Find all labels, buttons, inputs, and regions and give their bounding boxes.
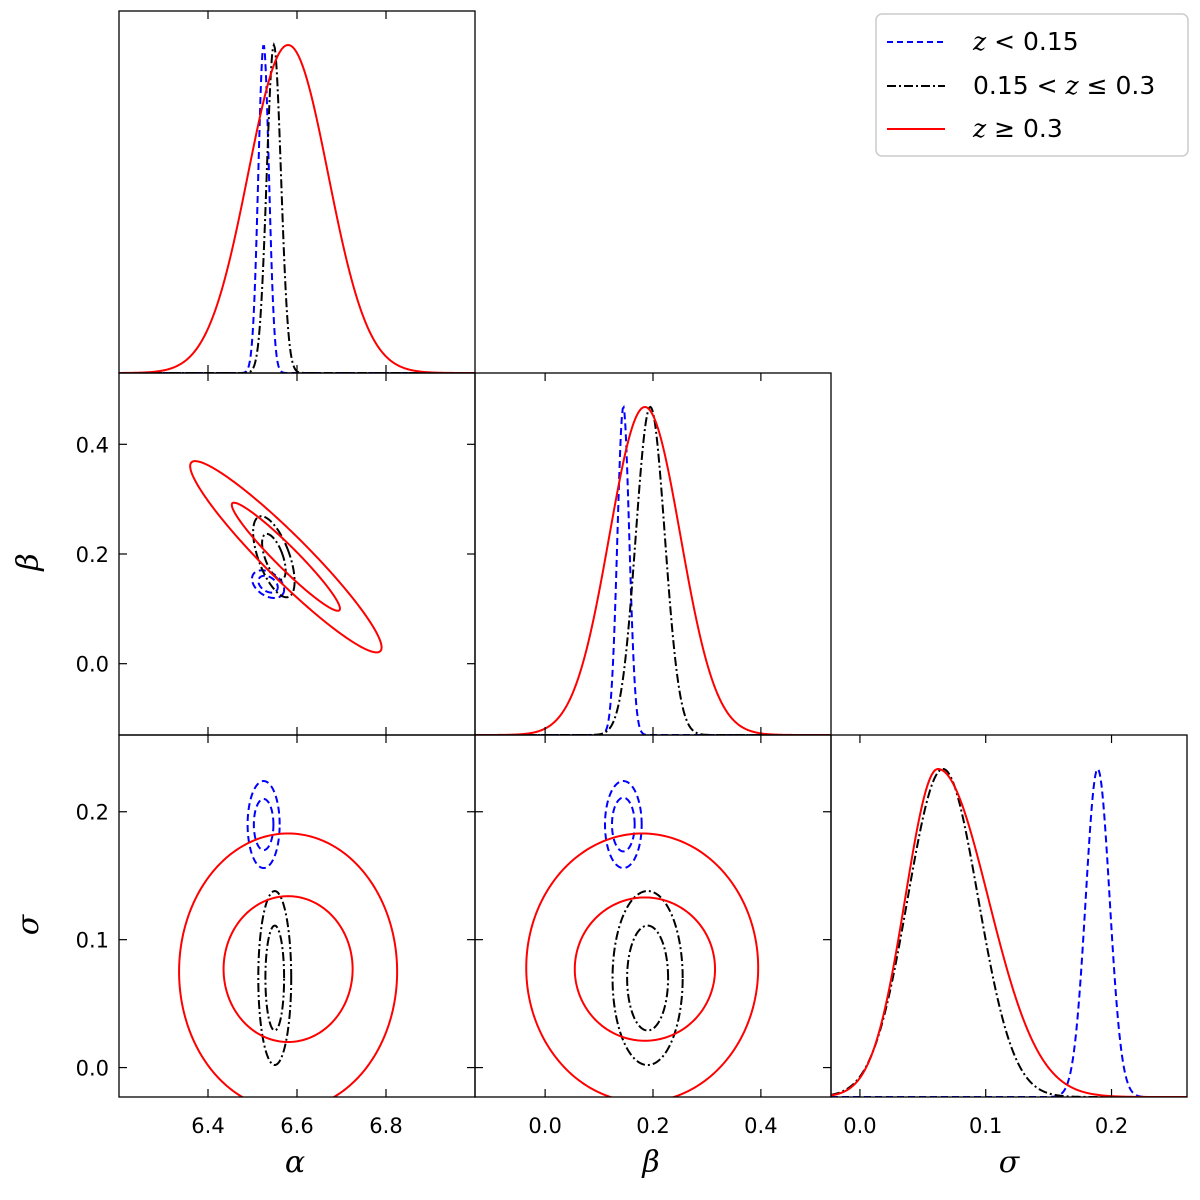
panel-r2-c0: 6.4 6.6 6.8 0.0 0.1 0.2 xyxy=(76,734,476,1138)
y-tick-label: 0.4 xyxy=(76,433,109,457)
panel-frame xyxy=(118,372,476,736)
panel-r2-c2: 0.0 0.1 0.2 xyxy=(830,734,1188,1138)
x-tick-label: 6.4 xyxy=(191,1114,224,1138)
x-tick-label: 0.1 xyxy=(969,1114,1002,1138)
contour-dashed-inner xyxy=(252,797,275,852)
legend: z < 0.15 0.15 < z ≤ 0.3 z ≥ 0.3 xyxy=(875,13,1189,157)
marginal-curve-dashed xyxy=(475,404,831,735)
y-tick-label: 0.1 xyxy=(76,929,109,953)
marginal-curve-solid xyxy=(475,405,831,735)
marginal-curve-dashdot xyxy=(475,405,831,735)
marginal-curve-dashed xyxy=(119,45,475,373)
panel-curves xyxy=(189,460,383,654)
contour-solid-outer xyxy=(178,832,399,1097)
y-tick-label: 0.0 xyxy=(76,1057,109,1081)
y-axis-label-beta: β xyxy=(11,553,46,571)
legend-label-z-low: z < 0.15 xyxy=(972,27,1079,56)
contour-dashdot-inner xyxy=(261,532,287,581)
y-tick-label: 0.2 xyxy=(76,543,109,567)
panel-frame xyxy=(830,734,1188,1098)
x-axis-label-alpha: α xyxy=(285,1145,305,1180)
x-tick-label: 0.0 xyxy=(528,1114,561,1138)
contour-solid-inner xyxy=(230,501,341,612)
panel-r2-c1: 0.0 0.2 0.4 xyxy=(474,734,832,1138)
contour-dashdot-outer xyxy=(611,890,684,1067)
panel-curves xyxy=(119,41,475,373)
contour-dashdot-inner xyxy=(264,924,286,1032)
panel-r1-c1 xyxy=(474,372,832,736)
contour-dashed-outer xyxy=(251,569,286,599)
contour-dashdot-inner xyxy=(626,924,670,1032)
contour-solid-inner xyxy=(573,896,717,1042)
x-tick-label: 6.6 xyxy=(280,1114,313,1138)
contour-dashdot-outer xyxy=(257,890,293,1067)
contour-solid-outer xyxy=(189,460,383,654)
contour-dashed-inner xyxy=(257,574,279,594)
panel-frame xyxy=(474,734,832,1098)
contour-solid-inner xyxy=(222,895,354,1044)
marginal-curve-solid xyxy=(119,43,475,373)
y-tick-label: 0.0 xyxy=(76,653,109,677)
legend-label-z-high: z ≥ 0.3 xyxy=(972,114,1063,143)
marginal-curve-dashdot xyxy=(831,767,1187,1097)
y-axis-label-sigma: σ xyxy=(11,913,46,935)
contour-dashed-inner xyxy=(611,796,636,853)
x-tick-label: 0.2 xyxy=(1095,1114,1128,1138)
legend-box xyxy=(875,13,1189,157)
x-tick-label: 0.0 xyxy=(843,1114,876,1138)
y-tick-label: 0.2 xyxy=(76,801,109,825)
marginal-curve-dashdot xyxy=(119,41,475,373)
panels: 0.00.20.46.4 6.6 6.80.00.10.20.0 0.2 0.4 0.0 0… xyxy=(76,10,1188,1138)
marginal-curve-solid xyxy=(831,767,1187,1097)
contour-dashdot-outer xyxy=(252,515,296,599)
panel-frame xyxy=(118,10,476,374)
panel-r1-c0: 0.0 0.2 0.4 xyxy=(76,372,476,736)
panel-curves xyxy=(525,780,760,1097)
marginal-curve-dashed xyxy=(831,767,1187,1097)
panel-curves xyxy=(178,780,399,1097)
legend-label-z-mid: 0.15 < z ≤ 0.3 xyxy=(973,71,1155,100)
panel-curves xyxy=(475,404,831,735)
panel-frame xyxy=(118,734,476,1098)
contour-dashed-outer xyxy=(246,780,281,870)
x-axis-label-sigma: σ xyxy=(999,1145,1021,1180)
contour-solid-outer xyxy=(525,832,760,1097)
x-tick-label: 6.8 xyxy=(369,1114,402,1138)
x-axis-label-beta: β xyxy=(641,1145,659,1180)
x-tick-label: 0.2 xyxy=(636,1114,669,1138)
x-tick-label: 0.4 xyxy=(744,1114,777,1138)
panel-curves xyxy=(831,767,1187,1097)
panel-frame xyxy=(474,372,832,736)
contour-dashed-outer xyxy=(603,780,643,870)
panel-r0-c0 xyxy=(118,10,476,374)
